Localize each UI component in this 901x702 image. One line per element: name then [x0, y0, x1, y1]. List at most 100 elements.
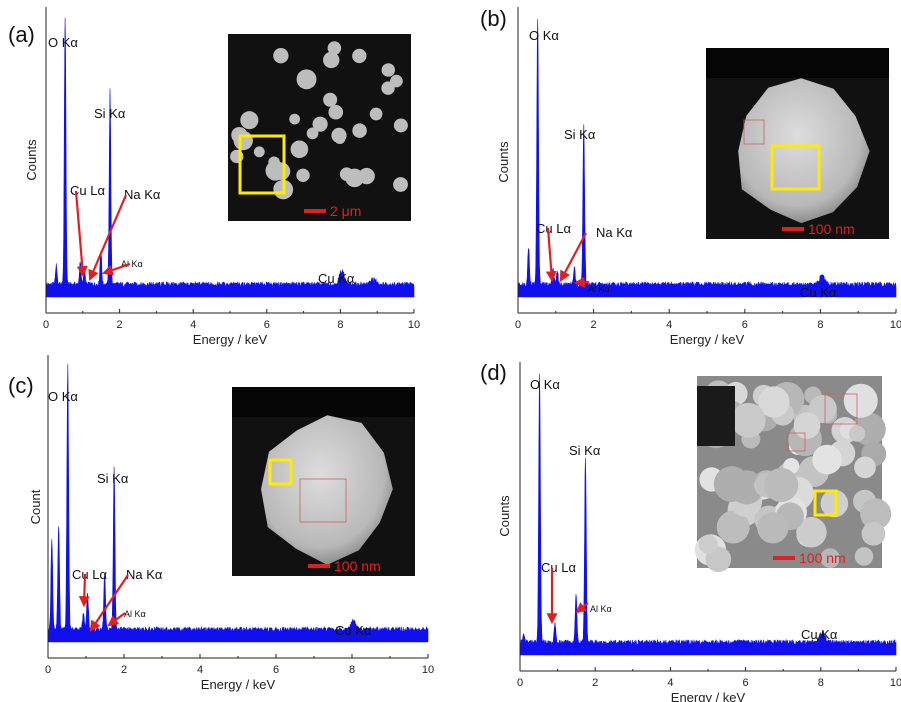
x-tick-label: 10: [890, 319, 901, 331]
peak-label: Si Kα: [94, 106, 126, 121]
particle: [240, 111, 259, 130]
peak-label: Al Kα: [124, 609, 146, 619]
particle: [358, 167, 375, 185]
selection-box: [770, 144, 821, 191]
x-tick-label: 8: [817, 319, 823, 331]
inset-micrograph: 100 nm: [232, 387, 415, 576]
peak-arrow: [107, 612, 126, 627]
particle: [758, 386, 790, 418]
particle: [796, 517, 827, 548]
x-tick-label: 8: [349, 664, 355, 676]
x-tick-label: 6: [264, 319, 270, 331]
peak-label: Na Kα: [124, 187, 161, 202]
panel-d: (d) 0 2 4 6 8 10 Energy / keV Counts 100 nm O Kα Si…: [480, 360, 901, 702]
particle: [843, 383, 878, 418]
particle: [812, 444, 842, 475]
particle: [393, 177, 408, 192]
peak-label: Cu Lα: [536, 221, 571, 236]
x-tick-label: 0: [517, 677, 523, 689]
x-tick-label: 6: [273, 664, 279, 676]
particle: [339, 167, 354, 181]
panel-label: (c): [8, 373, 34, 398]
peak-label: Al Kα: [588, 284, 610, 294]
inset-micrograph: 100 nm: [706, 48, 889, 239]
spectrum-series: [45, 17, 415, 298]
peak-label: O Kα: [48, 35, 78, 50]
particle: [290, 140, 309, 159]
particle: [296, 168, 310, 183]
peak-label: Cu Lα: [72, 567, 107, 582]
inset-top-band: [706, 48, 889, 78]
peak-label: Si Kα: [564, 127, 596, 142]
particle: [306, 127, 319, 140]
peak-arrow: [101, 262, 131, 276]
scale-bar-label: 100 nm: [799, 550, 846, 566]
scale-bar-label: 2 μm: [330, 203, 361, 219]
particle: [764, 467, 799, 502]
panel-a: (a) 0 2 4 6 8 10 Energy / keV Counts 2 μm O Kα Si K…: [8, 7, 420, 347]
particle: [253, 146, 265, 158]
peak-arrow: [575, 602, 589, 614]
x-tick-label: 4: [666, 319, 672, 331]
particle: [323, 51, 340, 69]
x-tick-label: 2: [121, 664, 127, 676]
particle: [352, 48, 367, 64]
peak-label: Cu Kα: [318, 271, 355, 286]
panel-label: (d): [480, 360, 507, 385]
particle: [261, 415, 393, 565]
region-box: [824, 393, 858, 425]
peak-label: Al Kα: [590, 604, 612, 614]
particle: [296, 69, 317, 90]
peak-label: O Kα: [48, 389, 78, 404]
peak-label: Cu Lα: [541, 560, 576, 575]
selection-box: [268, 458, 293, 486]
particle: [328, 104, 344, 120]
inset-top-band: [232, 387, 415, 417]
particle: [393, 118, 408, 133]
particle: [730, 402, 766, 438]
x-tick-label: 6: [743, 677, 749, 689]
x-axis-label: Energy / keV: [671, 690, 746, 702]
particle: [323, 92, 338, 107]
region-box: [299, 478, 347, 523]
particle: [854, 456, 876, 479]
x-tick-label: 2: [592, 677, 598, 689]
scale-bar: [782, 227, 804, 231]
x-tick-label: 2: [591, 319, 597, 331]
inset-micrograph: 2 μm: [228, 34, 411, 221]
particle: [233, 130, 253, 151]
x-tick-label: 10: [890, 677, 901, 689]
peak-label: Al Kα: [121, 259, 143, 269]
x-tick-label: 8: [818, 677, 824, 689]
spectrum-series: [47, 364, 429, 643]
peak-label: O Kα: [529, 28, 559, 43]
particle: [265, 160, 286, 181]
x-tick-label: 0: [45, 664, 51, 676]
peak-arrow: [573, 276, 590, 288]
x-tick-label: 0: [515, 319, 521, 331]
x-tick-label: 10: [408, 319, 420, 331]
x-tick-label: 6: [742, 319, 748, 331]
panel-c: (c) 0 2 4 6 8 10 Energy / keV Count 100 nm O Kα Si …: [8, 355, 434, 692]
particle: [854, 547, 874, 566]
x-tick-label: 4: [197, 664, 203, 676]
y-axis-label: Count: [28, 489, 43, 524]
particle: [861, 521, 886, 546]
particle: [289, 113, 301, 125]
peak-label: Na Kα: [596, 225, 633, 240]
particle: [793, 412, 821, 439]
region-box: [743, 119, 765, 145]
scale-bar: [773, 556, 795, 560]
particle: [369, 107, 383, 121]
x-tick-label: 2: [117, 319, 123, 331]
particle: [381, 63, 396, 77]
x-tick-label: 4: [667, 677, 673, 689]
particle: [716, 510, 750, 544]
y-axis-label: Counts: [497, 495, 512, 537]
dark-region: [697, 386, 735, 446]
particle: [327, 41, 342, 55]
selection-box: [238, 134, 286, 195]
inset-micrograph: 100 nm: [694, 376, 892, 573]
scale-bar-label: 100 nm: [808, 221, 855, 237]
